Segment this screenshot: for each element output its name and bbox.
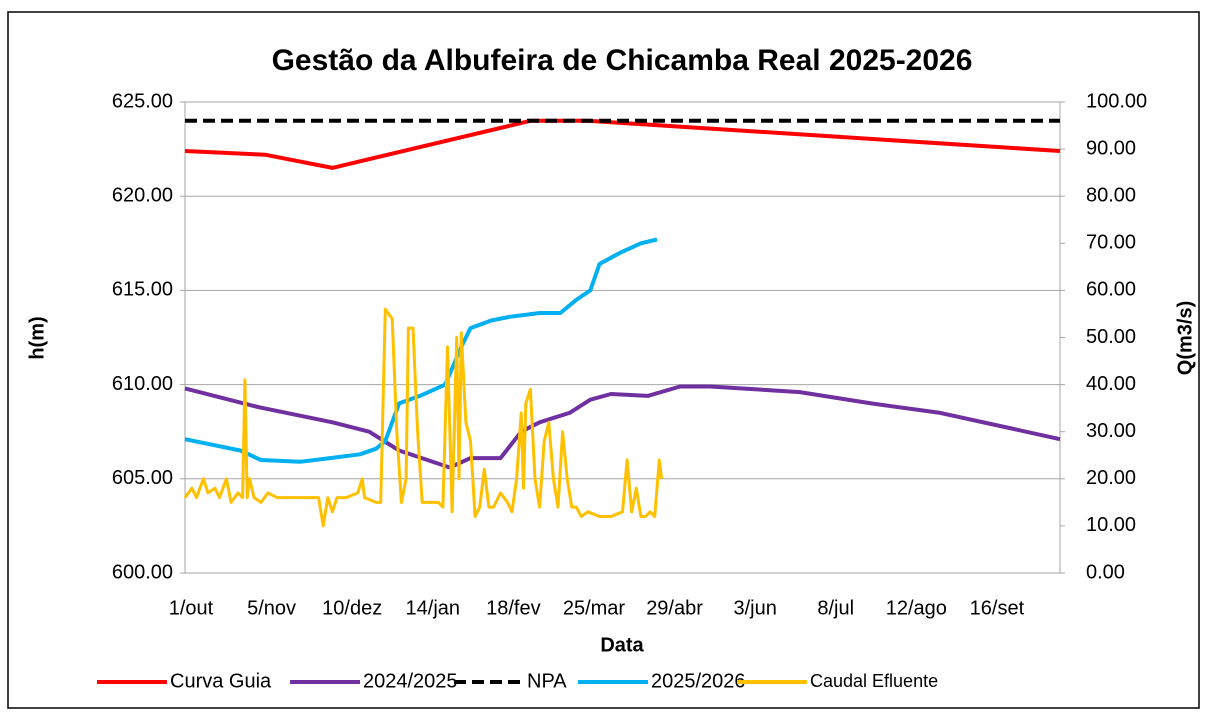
y2-tick-label: 20.00 [1086,467,1136,489]
y2-tick-label: 40.00 [1086,373,1136,395]
x-tick-label: 18/fev [486,597,540,619]
chart-border [7,11,1200,709]
y-tick-label: 605.00 [112,467,173,489]
y-tick-label: 610.00 [112,373,173,395]
series-line [183,307,664,528]
y-tick-label: 600.00 [112,561,173,583]
y2-tick-label: 10.00 [1086,514,1136,536]
x-tick-label: 14/jan [406,597,461,619]
x-tick-label: 16/set [970,597,1025,619]
x-tick-label: 3/jun [733,597,776,619]
y-tick-label: 615.00 [112,279,173,301]
x-tick-label: 25/mar [563,597,626,619]
y2-tick-label: 80.00 [1086,184,1136,206]
series-line [184,384,1061,470]
legend-label: Curva Guia [170,670,272,692]
y2-tick-label: 70.00 [1086,232,1136,254]
legend-label: NPA [527,670,567,692]
legend-label: 2025/2026 [651,670,746,692]
x-tick-label: 10/dez [322,597,382,619]
legend-label: Caudal Efluente [810,671,938,691]
y2-tick-label: 50.00 [1086,326,1136,348]
y2-tick-label: 0.00 [1086,561,1125,583]
x-tick-label: 8/jul [817,597,854,619]
x-tick-label: 29/abr [646,597,703,619]
y-tick-label: 625.00 [112,90,173,112]
y-tick-label: 620.00 [112,184,173,206]
x-tick-label: 1/out [169,597,214,619]
y2-axis-label: Q(m3/s) [1174,301,1196,375]
y2-tick-label: 90.00 [1086,137,1136,159]
legend-label: 2024/2025 [363,670,458,692]
y-axis-label: h(m) [26,316,48,359]
x-tick-label: 5/nov [247,597,296,619]
y2-tick-label: 30.00 [1086,420,1136,442]
y2-tick-label: 60.00 [1086,279,1136,301]
chart-title: Gestão da Albufeira de Chicamba Real 202… [272,44,973,77]
y2-tick-label: 100.00 [1086,90,1147,112]
x-axis-label: Data [600,634,644,656]
series-line [184,118,1061,170]
x-tick-label: 12/ago [886,597,947,619]
